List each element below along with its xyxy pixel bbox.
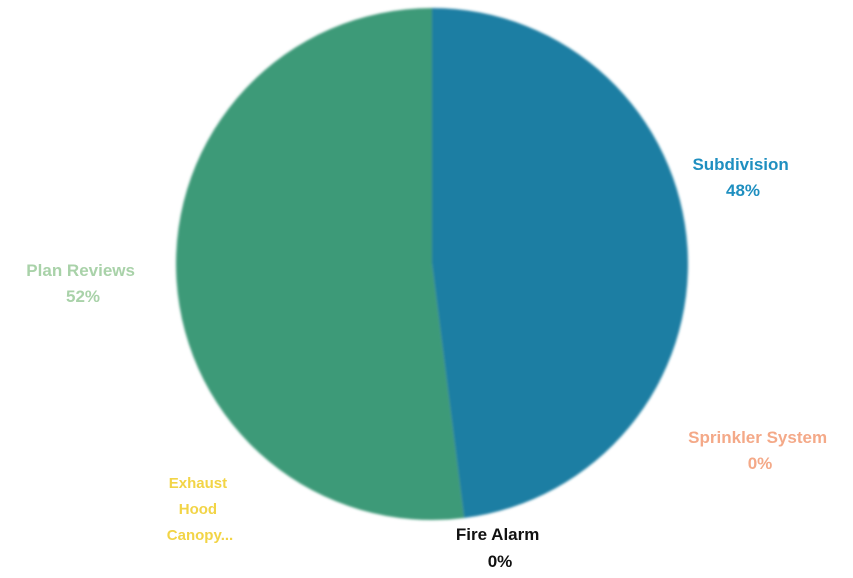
label-exhaust-line2: Hood (179, 501, 217, 518)
label-exhaust-line3: Canopy... (167, 527, 233, 544)
label-fire-alarm-pct: 0% (488, 552, 513, 571)
label-sprinkler-system: Sprinkler System 0% (688, 428, 832, 473)
label-sprinkler-pct: 0% (748, 454, 773, 473)
label-subdivision-name: Subdivision (692, 155, 788, 174)
pie-slice-subdivision (432, 8, 689, 518)
label-fire-alarm: Fire Alarm 0% (456, 525, 544, 571)
pie-slice-plan-reviews (176, 8, 465, 520)
pie-slices (176, 8, 689, 520)
label-exhaust-hood-canopy: Exhaust Hood Canopy... (167, 475, 233, 544)
label-plan-reviews: Plan Reviews 52% (26, 261, 139, 306)
label-fire-alarm-name: Fire Alarm (456, 525, 539, 544)
label-sprinkler-name: Sprinkler System (688, 428, 827, 447)
label-exhaust-line1: Exhaust (169, 475, 227, 492)
label-plan-reviews-name: Plan Reviews (26, 261, 135, 280)
label-subdivision-pct: 48% (726, 181, 760, 200)
label-plan-reviews-pct: 52% (66, 287, 100, 306)
label-subdivision: Subdivision 48% (692, 155, 793, 200)
